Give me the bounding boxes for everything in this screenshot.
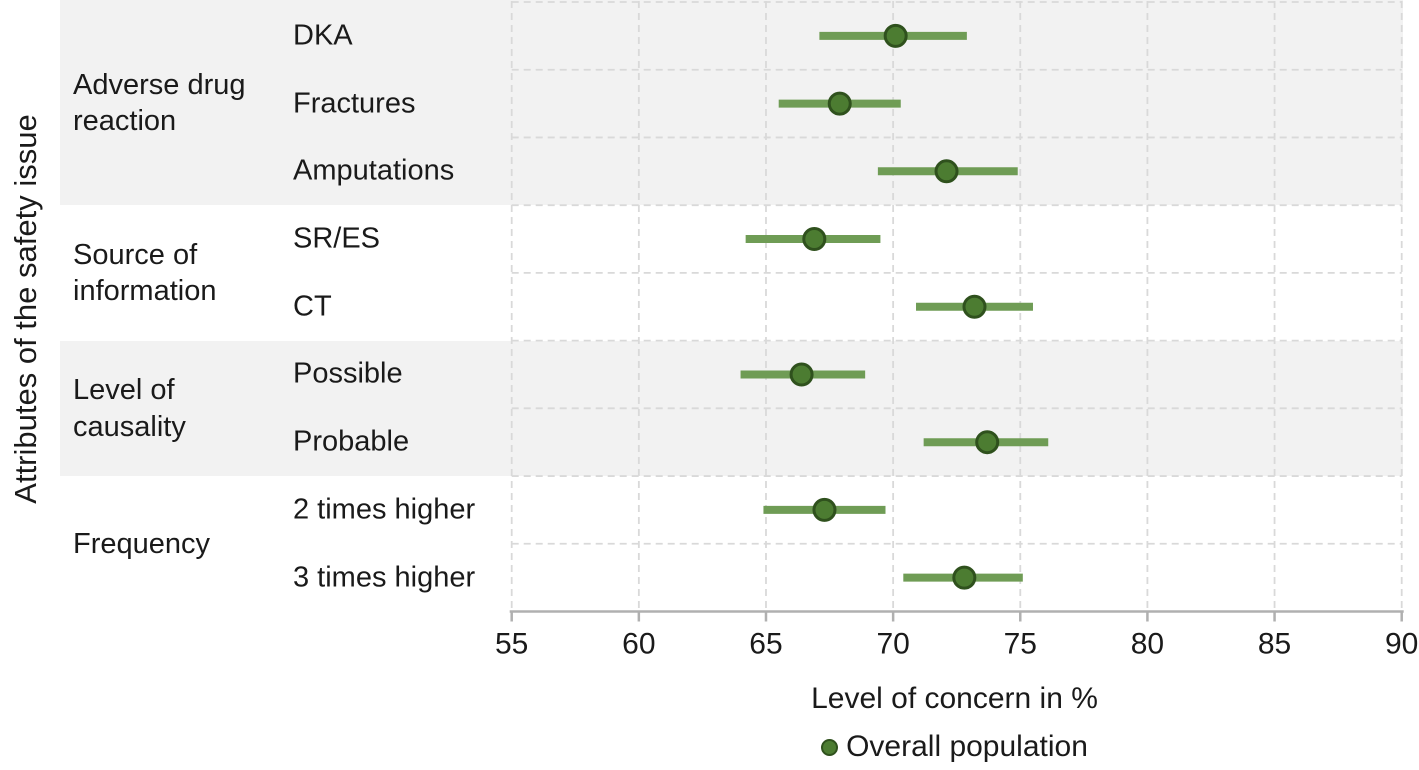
- legend-dot-icon: [821, 738, 839, 756]
- group-label: Level of causality: [73, 374, 186, 443]
- row-label: DKA: [293, 19, 353, 52]
- point-estimate-dot: [802, 227, 827, 252]
- x-tick-label: 80: [1131, 628, 1164, 661]
- legend-label: Overall population: [846, 730, 1088, 763]
- legend: Overall population: [490, 730, 1419, 764]
- row-label: Possible: [293, 357, 403, 390]
- x-tick-label: 85: [1258, 628, 1291, 661]
- point-estimate-dot: [883, 23, 908, 48]
- point-estimate-dot: [952, 565, 977, 590]
- point-estimate-dot: [789, 362, 814, 387]
- x-tick-label: 70: [876, 628, 909, 661]
- point-estimate-dot: [812, 497, 837, 522]
- x-tick-label: 75: [1004, 628, 1037, 661]
- row-label: CT: [293, 290, 332, 323]
- group-label: Frequency: [73, 527, 211, 560]
- point-estimate-dot: [962, 294, 987, 319]
- point-estimate-dot: [934, 159, 959, 184]
- point-estimate-dot: [827, 91, 852, 116]
- group-label: Adverse drug reaction: [73, 68, 246, 137]
- row-label: 2 times higher: [293, 493, 476, 526]
- group-label: Source of information: [73, 238, 217, 307]
- row-label: 3 times higher: [293, 561, 476, 594]
- row-label: Fractures: [293, 87, 416, 120]
- row-label: Amputations: [293, 154, 455, 187]
- row-label: Probable: [293, 425, 410, 458]
- row-label: SR/ES: [293, 222, 381, 255]
- x-tick-label: 90: [1385, 628, 1418, 661]
- x-axis-label: Level of concern in %: [811, 682, 1098, 715]
- x-tick-label: 60: [622, 628, 655, 661]
- group-band: [60, 0, 1403, 206]
- x-tick-label: 55: [495, 628, 528, 661]
- x-tick-label: 65: [749, 628, 782, 661]
- point-estimate-dot: [975, 430, 1000, 455]
